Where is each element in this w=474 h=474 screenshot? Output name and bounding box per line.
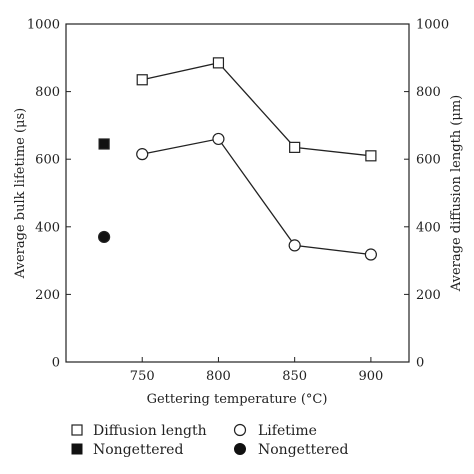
left-tick-label: 800: [35, 85, 60, 100]
legend-label-nongettered-circle: Nongettered: [258, 442, 348, 458]
data-point-nongettered-filled-circle: [98, 230, 111, 244]
right-tick-label: 0: [416, 356, 424, 371]
legend-label-diffusion-length: Diffusion length: [93, 423, 207, 439]
legend: Diffusion length Lifetime Nongettered No…: [71, 423, 348, 458]
left-tick-label: 0: [52, 356, 60, 371]
x-axis: 750 800 850 900: [130, 357, 383, 384]
legend-label-nongettered-square: Nongettered: [93, 442, 183, 458]
series-layer: [98, 57, 377, 261]
x-tick-label: 750: [130, 369, 155, 384]
plot-frame: [65, 23, 410, 363]
x-tick-label: 850: [282, 369, 307, 384]
legend-marker-lifetime: [233, 423, 247, 437]
left-axis-title: Average bulk lifetime (μs): [13, 108, 28, 280]
series-line-lifetime-open-circle: [142, 138, 371, 256]
right-axis: 0 200 400 600 800 1000: [404, 18, 449, 371]
series-line-diffusion-length-open-square: [142, 62, 371, 157]
x-axis-title: Gettering temperature (°C): [147, 392, 328, 407]
left-tick-label: 600: [35, 153, 60, 168]
left-tick-label: 400: [35, 220, 60, 235]
left-tick-label: 1000: [27, 18, 60, 33]
right-tick-label: 600: [416, 153, 441, 168]
data-point-diffusion-length-open-square: [365, 150, 377, 162]
x-tick-label: 900: [358, 369, 383, 384]
legend-marker-diffusion-length: [71, 424, 83, 436]
legend-marker-nongettered-square: [71, 443, 83, 455]
x-tick-label: 800: [206, 369, 231, 384]
data-point-diffusion-length-open-square: [212, 57, 225, 69]
data-point-diffusion-length-open-square: [289, 141, 301, 153]
right-tick-label: 1000: [416, 18, 449, 33]
legend-marker-nongettered-circle: [234, 443, 246, 455]
right-axis-title: Average diffusion length (μm): [449, 95, 464, 292]
right-tick-label: 800: [416, 85, 441, 100]
legend-label-lifetime: Lifetime: [258, 423, 317, 439]
data-point-lifetime-open-circle: [288, 239, 301, 252]
data-point-lifetime-open-circle: [212, 132, 225, 146]
right-tick-label: 200: [416, 288, 441, 303]
left-axis: 0 200 400 600 800 1000: [27, 18, 71, 371]
data-point-nongettered-filled-square: [98, 138, 110, 150]
data-point-lifetime-open-circle: [136, 148, 149, 161]
right-tick-label: 400: [416, 220, 441, 235]
data-point-diffusion-length-open-square: [136, 74, 148, 86]
left-tick-label: 200: [35, 288, 60, 303]
data-point-lifetime-open-circle: [364, 248, 377, 261]
